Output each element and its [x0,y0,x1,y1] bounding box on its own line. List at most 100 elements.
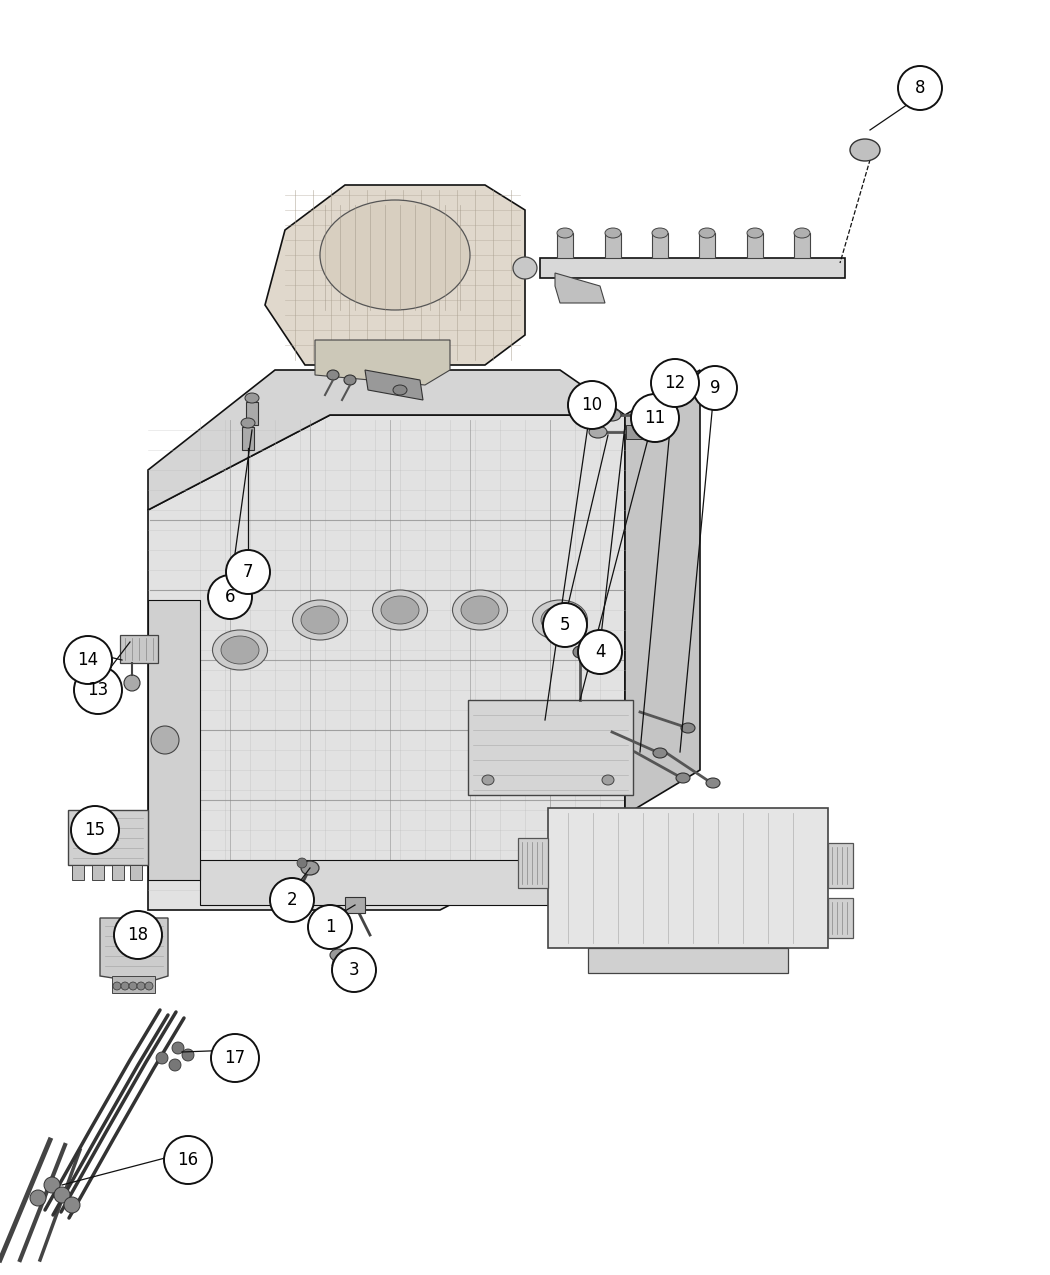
Circle shape [145,982,153,989]
Polygon shape [148,414,625,910]
Circle shape [543,603,587,646]
Polygon shape [112,864,124,880]
Polygon shape [548,808,828,949]
Ellipse shape [212,630,268,669]
Polygon shape [652,233,668,258]
Text: 6: 6 [225,588,235,606]
Polygon shape [555,273,605,303]
Ellipse shape [245,393,259,403]
Circle shape [136,982,145,989]
Polygon shape [148,601,200,880]
Ellipse shape [373,590,427,630]
Circle shape [44,1177,60,1193]
Polygon shape [72,864,84,880]
Text: 15: 15 [84,821,106,839]
Ellipse shape [301,606,339,634]
Circle shape [631,394,679,442]
Circle shape [64,636,112,683]
Text: 18: 18 [127,926,148,944]
Ellipse shape [602,775,614,785]
Text: 13: 13 [87,681,108,699]
Circle shape [308,905,352,949]
Circle shape [64,1197,80,1213]
Circle shape [54,1187,70,1204]
Ellipse shape [532,601,588,640]
Circle shape [156,1052,168,1065]
Circle shape [172,1042,184,1054]
Text: 17: 17 [225,1049,246,1067]
Circle shape [297,858,307,868]
Text: 3: 3 [349,961,359,979]
Polygon shape [468,700,633,796]
Ellipse shape [393,385,407,395]
Circle shape [164,1136,212,1184]
Circle shape [113,982,121,989]
Ellipse shape [344,375,356,385]
Polygon shape [588,949,788,973]
Polygon shape [828,898,853,938]
Circle shape [898,66,942,110]
Circle shape [578,630,622,674]
Polygon shape [265,185,525,365]
Polygon shape [100,918,168,983]
Text: 10: 10 [582,397,603,414]
Polygon shape [626,425,642,439]
Polygon shape [92,864,104,880]
Ellipse shape [330,949,346,961]
Circle shape [74,666,122,714]
Polygon shape [640,408,656,422]
Ellipse shape [603,409,621,421]
Polygon shape [148,370,625,510]
Ellipse shape [220,636,259,664]
Ellipse shape [381,595,419,623]
Polygon shape [828,843,853,887]
Circle shape [182,1049,194,1061]
Ellipse shape [706,778,720,788]
Polygon shape [345,898,365,913]
Ellipse shape [151,725,178,754]
Ellipse shape [541,606,579,634]
Polygon shape [112,975,155,993]
Ellipse shape [482,775,494,785]
Text: 2: 2 [287,891,297,909]
Text: 4: 4 [594,643,605,660]
Circle shape [114,912,162,959]
Ellipse shape [242,418,255,428]
Ellipse shape [301,861,319,875]
Polygon shape [315,340,450,385]
Text: 14: 14 [78,652,99,669]
Text: 5: 5 [560,616,570,634]
Ellipse shape [605,228,621,238]
Circle shape [71,806,119,854]
Polygon shape [699,233,715,258]
Text: 11: 11 [645,409,666,427]
Polygon shape [625,370,700,815]
Polygon shape [605,233,621,258]
Ellipse shape [652,228,668,238]
Text: 7: 7 [243,564,253,581]
Circle shape [332,949,376,992]
Text: 8: 8 [915,79,925,97]
Circle shape [568,381,616,428]
Ellipse shape [556,228,573,238]
Circle shape [169,1060,181,1071]
Text: 9: 9 [710,379,720,397]
Polygon shape [556,233,573,258]
Text: 1: 1 [324,918,335,936]
Polygon shape [540,258,845,278]
Circle shape [121,982,129,989]
Ellipse shape [681,723,695,733]
Ellipse shape [573,646,587,658]
Ellipse shape [327,370,339,380]
Ellipse shape [653,748,667,759]
Polygon shape [246,402,258,425]
Polygon shape [200,861,580,905]
Polygon shape [130,864,142,880]
Circle shape [226,550,270,594]
Circle shape [30,1190,46,1206]
Circle shape [270,878,314,922]
Polygon shape [365,370,423,400]
Ellipse shape [699,228,715,238]
Polygon shape [747,233,763,258]
Polygon shape [68,810,148,864]
